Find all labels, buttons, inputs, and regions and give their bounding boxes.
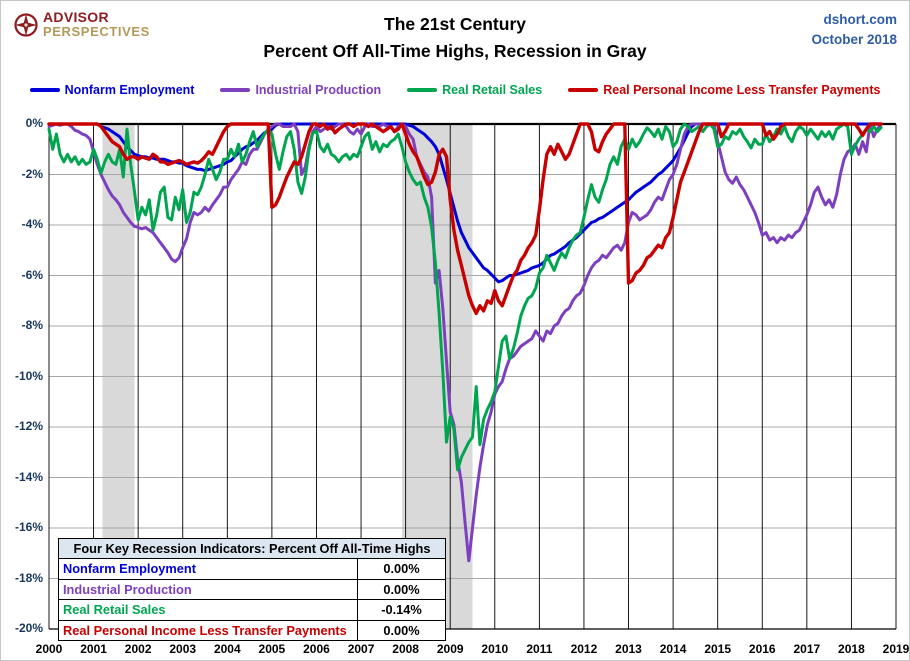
legend-label-income: Real Personal Income Less Transfer Payme… xyxy=(603,83,881,97)
x-tick-label: 2015 xyxy=(704,642,732,656)
x-tick-label: 2011 xyxy=(526,642,553,656)
legend-label-industrial: Industrial Production xyxy=(255,83,382,97)
y-tick-label: 0% xyxy=(25,116,43,130)
y-tick-label: -18% xyxy=(14,570,43,585)
x-tick-label: 2019 xyxy=(882,642,910,656)
table-title: Four Key Recession Indicators: Percent O… xyxy=(59,539,445,559)
x-tick-label: 2013 xyxy=(615,642,642,656)
y-tick-label: -16% xyxy=(14,520,43,534)
x-tick-label: 2000 xyxy=(35,642,63,656)
x-tick-label: 2006 xyxy=(303,642,330,656)
legend-label-nonfarm: Nonfarm Employment xyxy=(64,83,195,97)
x-tick-label: 2014 xyxy=(659,642,687,656)
legend-swatch-income xyxy=(568,88,599,92)
source-attribution: dshort.com October 2018 xyxy=(811,10,897,49)
series-line-real-personal-income-less-transfer-payments xyxy=(47,122,883,316)
x-tick-label: 2003 xyxy=(169,642,197,656)
legend: Nonfarm Employment Industrial Production… xyxy=(1,83,909,97)
legend-label-retail: Real Retail Sales xyxy=(442,83,543,97)
y-tick-label: -14% xyxy=(14,469,43,484)
y-tick-label: -20% xyxy=(14,621,43,635)
y-tick-label: -12% xyxy=(14,419,43,433)
series-line-real-retail-sales xyxy=(47,122,883,472)
table-row: Industrial Production 0.00% xyxy=(59,579,445,600)
x-tick-label: 2005 xyxy=(258,642,286,656)
table-row-value-industrial: 0.00% xyxy=(383,581,420,597)
x-tick-label: 2008 xyxy=(392,642,419,656)
source-site: dshort.com xyxy=(823,12,897,27)
x-tick-label: 2009 xyxy=(436,642,464,656)
table-row: Nonfarm Employment 0.00% xyxy=(59,559,445,580)
compass-icon xyxy=(14,13,38,37)
table-row-value-retail: -0.14% xyxy=(381,602,422,617)
series-line-industrial-production xyxy=(47,122,883,563)
table-row-value-income: 0.00% xyxy=(383,622,420,638)
advisor-perspectives-logo: ADVISOR PERSPECTIVES xyxy=(13,10,150,38)
legend-swatch-industrial xyxy=(220,88,251,92)
y-tick-label: -8% xyxy=(21,318,43,332)
x-tick-label: 2018 xyxy=(838,642,865,656)
x-tick-label: 2004 xyxy=(213,642,241,656)
recession-indicators-table: Four Key Recession Indicators: Percent O… xyxy=(58,538,446,641)
table-row-label-industrial: Industrial Production xyxy=(59,579,358,599)
legend-item-real-retail-sales: Real Retail Sales xyxy=(407,83,542,97)
x-tick-label: 2007 xyxy=(347,642,375,656)
x-tick-label: 2002 xyxy=(124,642,152,656)
table-row-label-retail: Real Retail Sales xyxy=(59,600,358,620)
y-tick-label: -4% xyxy=(21,217,43,231)
y-tick-label: -2% xyxy=(21,166,43,181)
x-tick-label: 2001 xyxy=(80,642,107,656)
legend-item-real-personal-income: Real Personal Income Less Transfer Payme… xyxy=(568,83,880,97)
legend-item-nonfarm-employment: Nonfarm Employment xyxy=(29,83,195,97)
y-tick-label: -6% xyxy=(21,267,43,282)
legend-swatch-retail xyxy=(407,88,438,92)
table-row: Real Retail Sales -0.14% xyxy=(59,600,445,621)
x-tick-label: 2012 xyxy=(570,642,598,656)
source-date: October 2018 xyxy=(811,31,897,47)
x-tick-label: 2017 xyxy=(793,642,821,656)
table-row-label-income: Real Personal Income Less Transfer Payme… xyxy=(59,620,358,640)
x-tick-label: 2010 xyxy=(481,642,509,656)
table-row: Real Personal Income Less Transfer Payme… xyxy=(59,620,445,640)
legend-item-industrial-production: Industrial Production xyxy=(220,83,381,97)
logo-line1: ADVISOR xyxy=(43,9,109,25)
table-row-value-nonfarm: 0.00% xyxy=(383,561,420,576)
logo-text: ADVISOR PERSPECTIVES xyxy=(43,10,150,38)
table-row-label-nonfarm: Nonfarm Employment xyxy=(59,559,358,579)
legend-swatch-nonfarm xyxy=(29,88,60,92)
logo-line2: PERSPECTIVES xyxy=(43,24,150,39)
x-tick-label: 2016 xyxy=(748,642,776,656)
y-tick-label: -10% xyxy=(14,368,43,383)
